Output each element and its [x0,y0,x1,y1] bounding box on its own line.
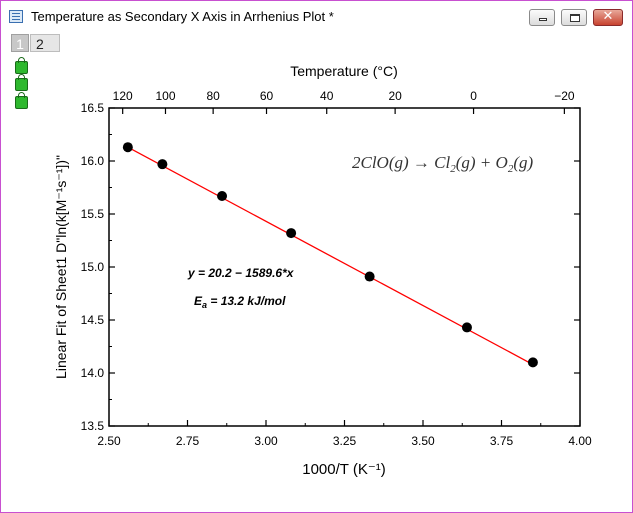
x-axis-label: 1000/T (K⁻¹) [302,461,386,478]
data-point[interactable] [286,228,297,239]
data-point[interactable] [157,159,168,170]
top-tick-label: 20 [388,89,402,103]
top-tick-label: 100 [155,89,175,103]
data-point[interactable] [122,142,133,153]
y-tick-label: 14.0 [81,366,105,380]
window-title: Temperature as Secondary X Axis in Arrhe… [31,9,334,24]
top-tick-label: 80 [206,89,220,103]
data-point[interactable] [527,357,538,368]
graph-window-icon[interactable] [9,10,23,23]
minimize-icon [539,18,547,21]
top-tick-label: 60 [260,89,274,103]
close-button[interactable]: ✕ [593,9,623,26]
activation-energy: Ea = 13.2 kJ/mol [194,294,286,310]
y-tick-label: 16.5 [81,101,105,115]
top-tick-label: 40 [320,89,334,103]
close-icon: ✕ [602,9,614,24]
layer-tab-2[interactable]: 2 [30,34,60,52]
x-tick-label: 3.25 [333,434,357,448]
data-point[interactable] [364,271,375,282]
plot-frame [108,107,581,427]
x-tick-label: 3.00 [254,434,278,448]
top-tick-label: −20 [554,89,575,103]
x-tick-label: 3.50 [411,434,435,448]
layer-tab-1[interactable]: 1 [11,34,29,52]
y-tick-label: 15.5 [81,207,105,221]
data-point[interactable] [217,190,228,201]
y-tick-label: 15.0 [81,260,105,274]
lock-play-icon[interactable] [15,92,28,109]
data-point[interactable] [461,322,472,333]
maximize-button[interactable] [561,9,587,26]
x-tick-label: 4.00 [568,434,592,448]
y-axis-label: Linear Fit of Sheet1 D"ln(k[M⁻¹s⁻¹])" [53,155,69,379]
lock-icon[interactable] [15,74,28,91]
maximize-icon [570,14,580,22]
x-tick-label: 2.50 [97,434,121,448]
y-tick-label: 13.5 [81,419,105,433]
y-tick-label: 16.0 [81,154,105,168]
top-axis-label: Temperature (°C) [290,63,398,79]
lock-icon[interactable] [15,57,28,74]
fit-equation: y = 20.2 − 1589.6*x [187,266,295,280]
top-tick-label: 120 [113,89,133,103]
y-tick-label: 14.5 [81,313,105,327]
x-tick-label: 2.75 [176,434,200,448]
reaction-equation: 2ClO(g) → Cl2(g) + O2(g) [352,153,533,175]
fit-line [127,146,534,366]
top-tick-label: 0 [470,89,477,103]
title-bar[interactable]: Temperature as Secondary X Axis in Arrhe… [1,1,632,31]
x-tick-label: 3.75 [490,434,514,448]
minimize-button[interactable] [529,9,555,26]
